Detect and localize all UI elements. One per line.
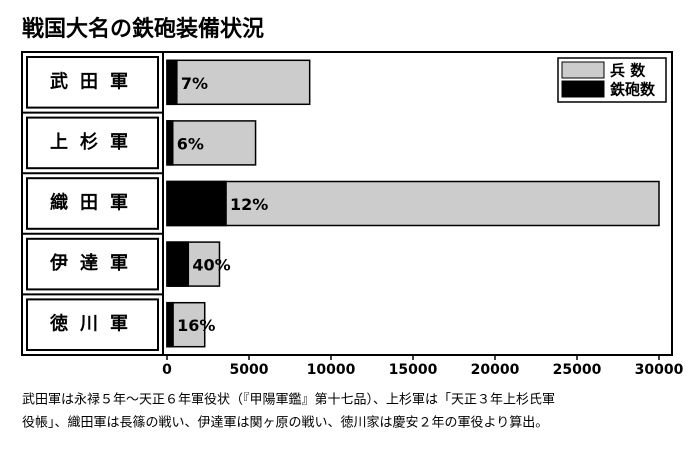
bar [166,120,174,166]
category-box [26,56,159,109]
plot-frame [21,51,673,356]
category-box [26,298,159,351]
x-tick-label: 30000 [635,362,684,378]
chart-title: 戦国大名の鉄砲装備状況 [22,16,264,42]
legend-label: 鉄砲数 [610,81,656,99]
ratio-label: 7% [181,74,208,93]
category-box [26,116,159,170]
bar [166,180,660,227]
ratio-label: 40% [192,256,230,275]
x-tick-label: 0 [162,362,172,378]
bar [166,301,174,348]
note-line: 役帳」、織田軍は長篠の戦い、伊達軍は関ヶ原の戦い、徳川家は慶安２年の軍役より算出… [22,415,548,431]
legend-label: 兵 数 [610,62,646,80]
bar [166,241,190,287]
category-label: 武田軍 [50,71,140,92]
category-label: 上杉軍 [50,131,140,153]
note-line: 武田軍は永禄５年〜天正６年軍役状（『甲陽軍鑑』第十七品）、上杉軍は「天正３年上杉… [22,392,555,408]
x-tick-label: 5000 [230,362,269,378]
legend-swatch [561,61,605,79]
category-label: 伊達軍 [49,252,140,274]
bar [166,59,178,106]
category-label: 徳川軍 [49,313,140,335]
x-tick-label: 15000 [389,362,438,378]
bar [166,120,257,166]
ratio-label: 6% [177,134,204,153]
bar [166,180,227,227]
category-box [26,177,159,230]
x-tick-label: 25000 [553,362,602,378]
x-tick-label: 10000 [307,362,356,378]
x-tick-label: 20000 [471,362,520,378]
ratio-label: 12% [230,195,268,214]
category-box [26,237,159,291]
ratio-label: 16% [177,316,215,335]
legend-swatch [561,80,605,98]
category-label: 織田軍 [50,192,140,214]
